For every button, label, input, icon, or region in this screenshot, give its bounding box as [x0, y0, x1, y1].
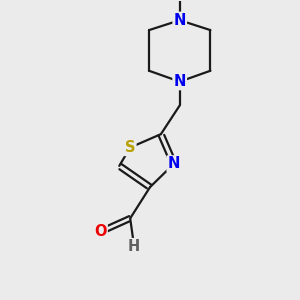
Text: H: H: [128, 239, 140, 254]
Text: S: S: [125, 140, 135, 155]
Text: O: O: [94, 224, 107, 239]
Text: N: N: [173, 74, 186, 89]
Text: N: N: [173, 13, 186, 28]
Text: N: N: [168, 156, 180, 171]
